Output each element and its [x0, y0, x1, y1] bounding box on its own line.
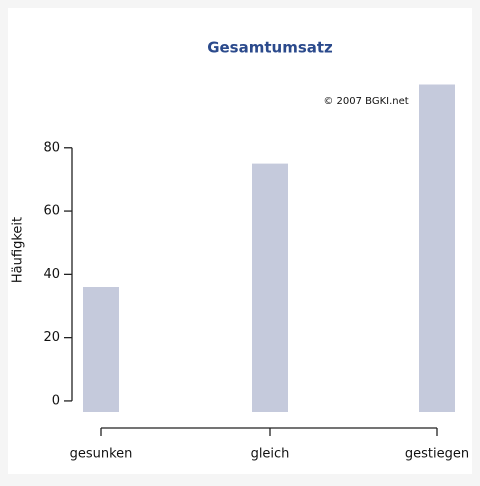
x-tick-label: gleich [251, 447, 290, 462]
bar [252, 163, 288, 412]
y-axis-label: Häufigkeit [11, 217, 26, 283]
panel [8, 8, 472, 474]
y-tick-label: 60 [43, 204, 60, 219]
annotation: © 2007 BGKI.net [323, 96, 408, 107]
x-tick-label: gestiegen [405, 447, 469, 462]
y-tick-label: 40 [43, 267, 60, 282]
bar [83, 287, 119, 412]
y-tick-label: 0 [52, 393, 60, 408]
y-tick-label: 20 [43, 330, 60, 345]
y-tick-label: 80 [43, 140, 60, 155]
chart-title: Gesamtumsatz [207, 39, 333, 57]
x-tick-label: gesunken [70, 447, 133, 462]
bar [419, 84, 455, 413]
